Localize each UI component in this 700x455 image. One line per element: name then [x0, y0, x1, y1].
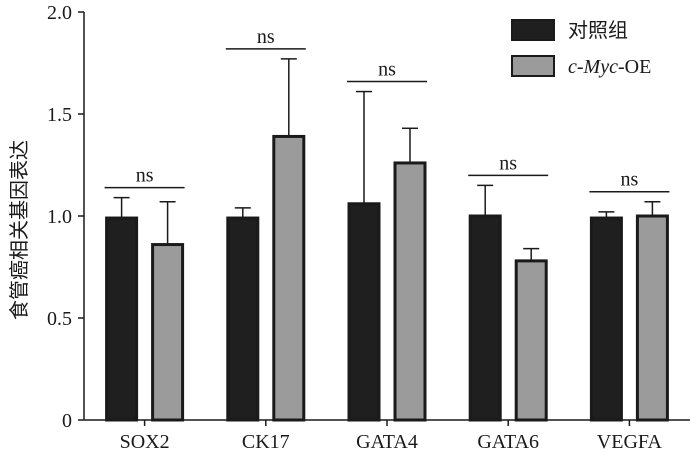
bar-control-gata4 — [347, 202, 381, 422]
bar-control-vegfa — [589, 216, 623, 422]
legend-swatch-oe — [511, 55, 555, 77]
legend: 对照组 c-Myc-OE — [511, 19, 651, 78]
legend-label-control: 对照组 — [568, 19, 628, 42]
legend-label-oe-prefix: c- — [568, 56, 584, 78]
bar-control-sox2 — [105, 216, 139, 422]
legend-swatch-control — [511, 19, 555, 41]
y-tick-label: 1.0 — [47, 206, 72, 228]
significance-label: ns — [499, 152, 517, 174]
significance-annotations: ns ns ns ns ns — [104, 26, 670, 193]
legend-label-oe-suffix: -OE — [618, 56, 651, 78]
y-axis-label: 食管癌相关基因表达 — [7, 140, 31, 320]
y-tick-label: 0 — [62, 410, 72, 432]
significance-label: ns — [257, 26, 275, 48]
bar-oe-gata4 — [393, 161, 427, 422]
x-tick-label-gata6: GATA6 — [477, 431, 539, 453]
y-tick-label: 1.5 — [47, 104, 72, 126]
x-tick-label-vegfa: VEGFA — [597, 431, 663, 453]
bar-control-ck17 — [226, 216, 260, 422]
x-tick-label-sox2: SOX2 — [120, 431, 170, 453]
bar-oe-gata6 — [514, 259, 548, 422]
x-tick-label-gata4: GATA4 — [356, 431, 418, 453]
y-tick-label: 0.5 — [47, 308, 72, 330]
axes: 0 0.5 1.0 1.5 2.0 SOX2 CK17 GATA4 GATA6 VEGFA — [47, 2, 690, 453]
significance-label: ns — [621, 169, 639, 191]
legend-label-oe: c-Myc-OE — [568, 56, 651, 78]
bar-oe-ck17 — [272, 134, 306, 422]
y-tick-label: 2.0 — [47, 2, 72, 24]
bar-oe-vegfa — [635, 214, 669, 422]
bar-control-gata6 — [468, 214, 502, 422]
bars-group — [105, 58, 669, 422]
legend-label-oe-gene: Myc — [583, 56, 619, 78]
significance-label: ns — [378, 59, 396, 81]
bar-oe-sox2 — [151, 243, 185, 422]
significance-label: ns — [136, 165, 154, 187]
x-tick-label-ck17: CK17 — [242, 431, 290, 453]
